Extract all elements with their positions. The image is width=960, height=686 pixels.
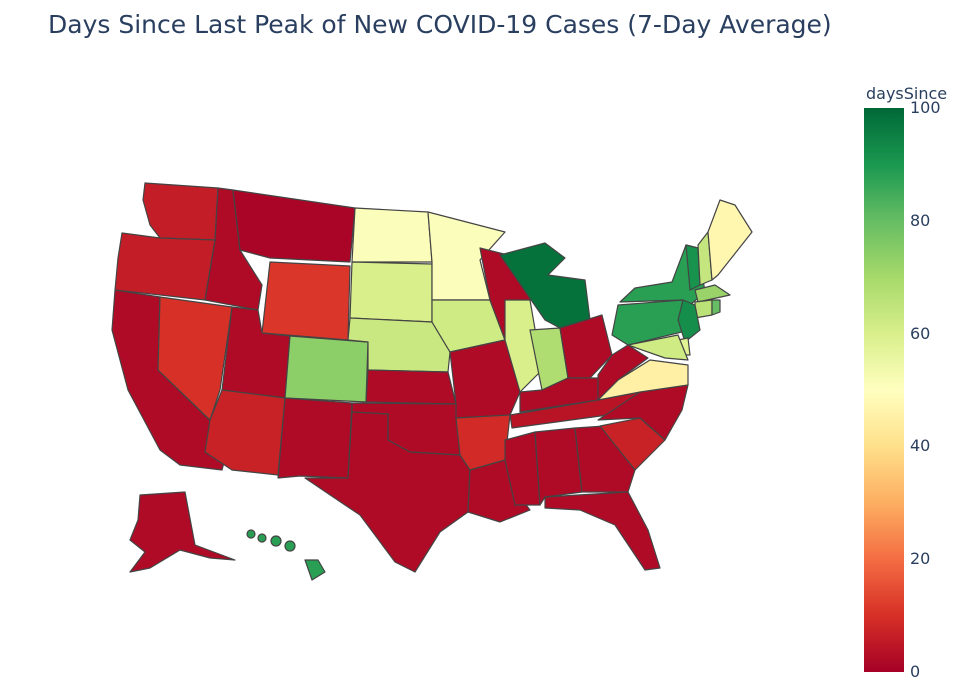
colorbar-tick-label: 0 xyxy=(910,662,921,681)
state-il[interactable]: IL: 60 xyxy=(504,299,543,393)
state-nm[interactable]: NM: 2 xyxy=(277,397,353,479)
state-nv[interactable]: NV: 10 xyxy=(157,296,233,421)
state-ri[interactable]: RI: 80 xyxy=(711,299,721,316)
state-wa[interactable]: WA: 6 xyxy=(142,182,219,241)
colorbar xyxy=(864,108,904,672)
state-hi-island[interactable] xyxy=(246,529,256,539)
state-wy[interactable]: WY: 11 xyxy=(261,261,351,341)
state-co[interactable]: CO: 74 xyxy=(284,335,369,403)
state-hi-island[interactable] xyxy=(284,540,296,552)
state-sd[interactable]: SD: 60 xyxy=(349,261,433,323)
state-hi-island[interactable] xyxy=(270,535,282,547)
state-ks[interactable]: KS: 2 xyxy=(365,369,457,405)
state-wv[interactable]: WV: 2 xyxy=(597,344,649,401)
state-or[interactable]: OR: 6 xyxy=(114,232,216,301)
colorbar-tick-label: 100 xyxy=(910,98,941,117)
colorbar-tick-label: 60 xyxy=(910,323,931,343)
state-ma[interactable]: MA: 72 xyxy=(694,284,731,303)
state-hi[interactable]: HI: 88 xyxy=(304,559,326,581)
state-mt[interactable]: MT: 1 xyxy=(232,189,356,263)
state-ms[interactable]: MS: 2 xyxy=(504,431,541,506)
colorbar-tick-label: 20 xyxy=(910,549,931,569)
state-nd[interactable]: ND: 51 xyxy=(351,207,433,263)
state-hi-island[interactable] xyxy=(257,533,267,543)
colorbar-title: daysSince xyxy=(866,84,948,103)
state-ak[interactable]: AK: 2 xyxy=(129,491,236,573)
state-tx[interactable]: TX: 2 xyxy=(304,411,471,573)
state-md[interactable]: MD: 62 xyxy=(627,334,689,361)
state-nj[interactable]: NJ: 92 xyxy=(677,299,701,343)
state-mi[interactable]: MI: 98 xyxy=(499,242,591,329)
state-fl[interactable]: FL: 2 xyxy=(544,491,661,571)
colorbar-tick-label: 80 xyxy=(910,210,931,230)
state-oh[interactable]: OH: 2 xyxy=(559,314,613,379)
colorbar-tick-label: 40 xyxy=(910,436,931,456)
chart-title: Days Since Last Peak of New COVID-19 Cas… xyxy=(48,10,832,39)
state-me[interactable]: ME: 47 xyxy=(707,199,753,281)
state-al[interactable]: AL: 2 xyxy=(534,427,583,506)
